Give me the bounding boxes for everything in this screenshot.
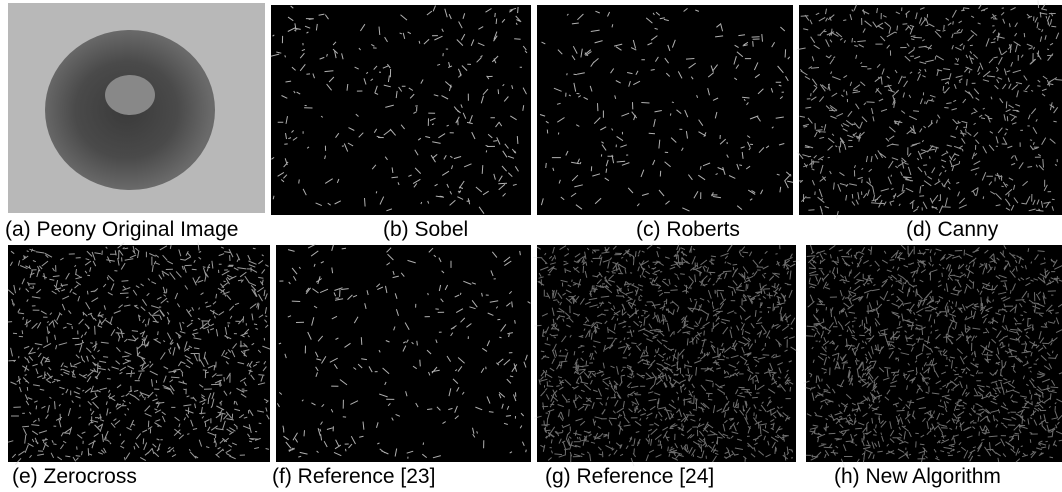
edge-image (271, 5, 531, 215)
edge-image (806, 245, 1062, 462)
caption: (g) Reference [24] (545, 465, 714, 489)
panel-images (0, 0, 1062, 492)
caption: (h) New Algorithm (834, 465, 1001, 489)
caption: (a) Peony Original Image (5, 218, 238, 242)
caption: (b) Sobel (383, 218, 468, 242)
edge-image (799, 5, 1062, 215)
edge-image (276, 245, 531, 462)
flower-center (105, 75, 155, 115)
caption: (f) Reference [23] (272, 465, 435, 489)
caption: (e) Zerocross (12, 465, 137, 489)
edge-image (537, 245, 796, 462)
caption: (c) Roberts (636, 218, 740, 242)
figure: (a) Peony Original Image (b) Sobel (c) R… (0, 0, 1062, 492)
caption: (d) Canny (906, 218, 998, 242)
